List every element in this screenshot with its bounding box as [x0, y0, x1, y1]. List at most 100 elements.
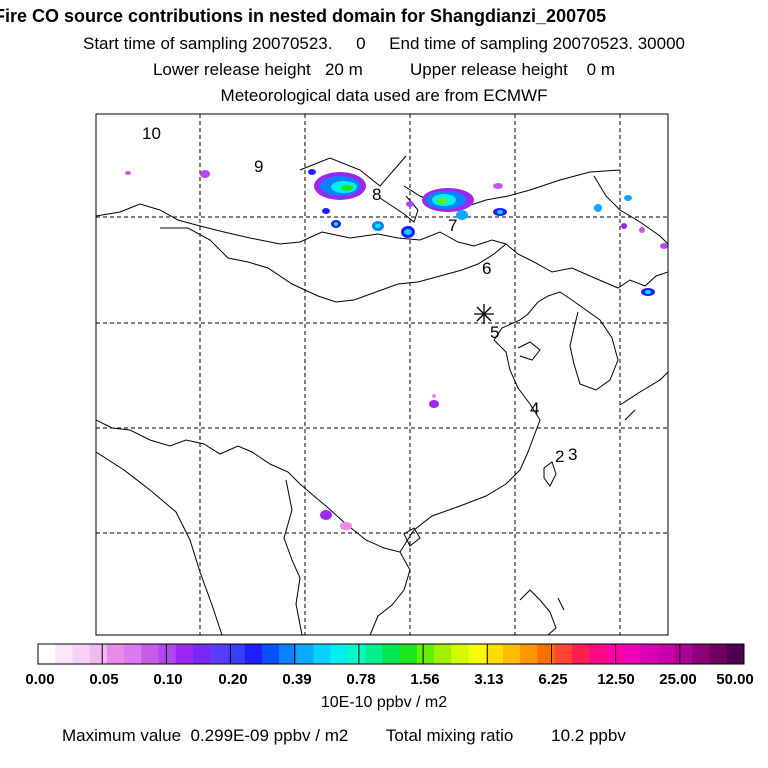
colorbar-cell: [571, 644, 590, 664]
colorbar-cell: [589, 644, 607, 664]
colorbar-cell: [55, 644, 73, 664]
trajectory-label: 2: [555, 447, 564, 466]
release-height-line: Lower release height 20 m Upper release …: [152, 60, 616, 79]
trajectory-label: 7: [448, 216, 457, 235]
colorbar-cell: [89, 644, 108, 664]
colorbar-cell: [296, 644, 315, 664]
receptor-asterisk-icon: [474, 304, 494, 324]
contribution-patch: [322, 208, 330, 214]
map-frame: [95, 113, 669, 636]
colorbar-cell: [347, 644, 366, 664]
colorbar-cell: [485, 644, 504, 664]
colorbar-tick-label: 0.05: [89, 671, 119, 688]
colorbar-cell: [468, 644, 487, 664]
taiwan: [543, 461, 557, 487]
contribution-patch: [331, 220, 341, 228]
trajectory-label: 10: [142, 124, 161, 143]
colorbar: [38, 644, 745, 664]
colorbar-cell: [192, 644, 211, 664]
trajectory-label: 4: [530, 399, 539, 418]
colorbar-cell: [261, 644, 280, 664]
indochina-coast: [325, 505, 411, 635]
hainan: [403, 527, 421, 547]
contribution-patch: [641, 288, 655, 296]
colorbar-cell: [141, 644, 160, 664]
colorbar-cell: [692, 644, 711, 664]
china-south-coast: [399, 291, 573, 553]
korea-peninsula: [569, 299, 619, 391]
colorbar-tick-label: 0.78: [346, 671, 376, 688]
contribution-patch: [660, 243, 668, 249]
contribution-patch: [493, 183, 503, 189]
colorbar-cell: [72, 644, 91, 664]
contribution-patch: [125, 171, 131, 175]
lake-baikal: [379, 195, 419, 223]
colorbar-cell: [158, 644, 177, 664]
colorbar-tick-label: 0.20: [218, 671, 248, 688]
colorbar-ticks: [101, 644, 681, 664]
contribution-patch: [314, 172, 366, 200]
colorbar-cell: [537, 644, 556, 664]
colorbar-cell: [657, 644, 676, 664]
colorbar-cell: [726, 644, 745, 664]
colorbar-cell: [434, 644, 452, 664]
contribution-patch: [308, 169, 316, 175]
contribution-patch: [372, 221, 384, 231]
colorbar-tick-label: 50.00: [716, 671, 754, 688]
japan-islands: [619, 371, 668, 421]
contribution-patch: [624, 195, 632, 201]
colorbar-cell: [675, 644, 693, 664]
colorbar-units: 10E-10 ppbv / m2: [320, 694, 448, 711]
colorbar-tick-label: 3.13: [474, 671, 504, 688]
trajectory-label: 9: [254, 157, 263, 176]
colorbar-tick-label: 0.00: [25, 671, 55, 688]
contribution-patch: [200, 170, 210, 178]
colorbar-tick-label: 0.10: [153, 671, 183, 688]
trajectory-label: 6: [482, 259, 491, 278]
colorbar-cell: [709, 644, 728, 664]
total-mixing-label: Total mixing ratio: [385, 726, 514, 745]
max-value: 0.299E-09 ppbv / m2: [190, 726, 349, 745]
colorbar-tick-label: 6.25: [538, 671, 568, 688]
colorbar-cell: [227, 644, 246, 664]
colorbar-cell: [502, 644, 521, 664]
trajectory-label: 5: [490, 323, 499, 342]
colorbar-cell: [365, 644, 383, 664]
colorbar-cell: [106, 644, 125, 664]
contribution-patch: [401, 226, 415, 238]
trajectory-labels: 10 9 8 7 6 5 4 3 2: [142, 124, 577, 466]
colorbar-cell: [244, 644, 263, 664]
colorbar-tick-label: 25.00: [659, 671, 697, 688]
india-coast: [96, 451, 223, 635]
footer-stats: Maximum value 0.299E-09 ppbv / m2 Total …: [62, 726, 626, 746]
colorbar-cell: [175, 644, 194, 664]
colorbar-cell: [623, 644, 642, 664]
contribution-patch: [639, 227, 645, 233]
max-value-label: Maximum value: [62, 726, 182, 745]
map-title: Fire CO source contributions in nested d…: [0, 6, 607, 26]
mongolia-border: [160, 227, 507, 303]
colorbar-frame: [37, 643, 745, 665]
colorbar-cell: [210, 644, 228, 664]
contribution-patch: [456, 210, 468, 220]
colorbar-cell: [124, 644, 142, 664]
colorbar-cell: [399, 644, 418, 664]
contribution-patch: [594, 204, 602, 212]
china-west-border: [96, 419, 327, 507]
trajectory-label: 8: [372, 185, 381, 204]
colorbar-cell: [38, 644, 56, 664]
contribution-patch: [422, 188, 474, 212]
colorbar-cell: [451, 644, 469, 664]
fire-co-patches: [125, 169, 668, 530]
trajectory-label: 3: [568, 445, 577, 464]
colorbar-tick-label: 0.39: [282, 671, 312, 688]
contribution-patch: [432, 394, 436, 398]
contribution-patch: [406, 201, 414, 207]
colorbar-cell: [382, 644, 401, 664]
contribution-patch: [621, 223, 627, 229]
bohai-coast: [517, 341, 541, 361]
colorbar-cell: [416, 644, 435, 664]
colorbar-tick-label: 1.56: [410, 671, 440, 688]
contribution-patch: [429, 400, 439, 408]
